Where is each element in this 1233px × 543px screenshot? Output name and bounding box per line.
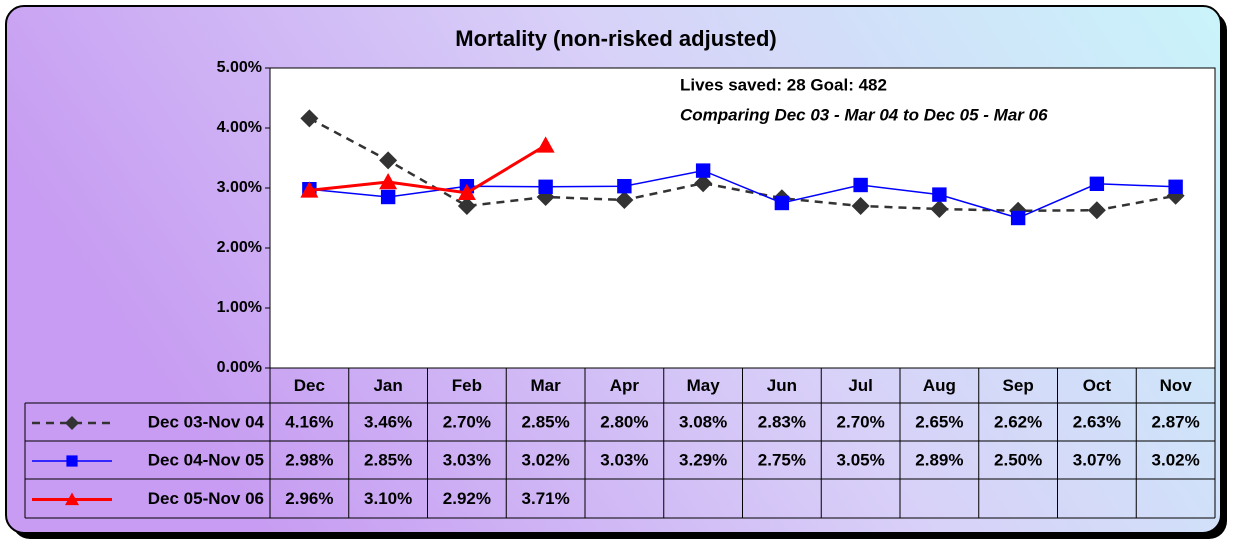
marker xyxy=(379,173,398,190)
x-tick-label: May xyxy=(687,376,721,395)
table-value: 2.98% xyxy=(285,450,333,469)
table-value: 3.29% xyxy=(679,450,727,469)
marker xyxy=(851,197,870,215)
table-value: 3.03% xyxy=(443,450,491,469)
annotation: Comparing Dec 03 - Mar 04 to Dec 05 - Ma… xyxy=(680,105,1048,124)
marker xyxy=(65,416,79,430)
table-value: 2.75% xyxy=(758,450,806,469)
table-value: 3.05% xyxy=(837,450,885,469)
table-value: 2.70% xyxy=(837,412,885,431)
marker xyxy=(853,177,868,193)
x-tick-label: Jun xyxy=(767,376,797,395)
marker xyxy=(695,163,711,178)
marker xyxy=(457,183,476,200)
marker xyxy=(380,189,396,205)
marker xyxy=(1010,210,1026,226)
marker xyxy=(538,179,553,194)
marker xyxy=(379,151,398,170)
x-tick-label: Jan xyxy=(373,376,402,395)
x-tick-label: Feb xyxy=(452,376,482,395)
table-value: 2.70% xyxy=(443,412,491,431)
marker xyxy=(930,200,949,218)
x-tick-label: Mar xyxy=(531,376,562,395)
marker xyxy=(1168,179,1183,194)
marker xyxy=(66,455,78,467)
table-value: 3.02% xyxy=(1152,450,1200,469)
y-tick-label: 5.00% xyxy=(217,59,262,76)
table-value: 3.71% xyxy=(522,489,570,508)
table-value: 2.62% xyxy=(994,412,1042,431)
x-tick-label: Oct xyxy=(1083,376,1112,395)
marker xyxy=(1089,176,1105,191)
marker xyxy=(300,181,319,198)
legend-label: Dec 05-Nov 06 xyxy=(148,489,264,508)
y-tick-label: 4.00% xyxy=(217,119,262,136)
chart-title: Mortality (non-risked adjusted) xyxy=(455,26,776,51)
table-value: 3.46% xyxy=(364,412,412,431)
table-value: 3.08% xyxy=(679,412,727,431)
table-value: 2.92% xyxy=(443,489,491,508)
marker xyxy=(694,174,713,193)
legend-label: Dec 04-Nov 05 xyxy=(148,450,264,469)
y-tick-label: 3.00% xyxy=(217,179,262,196)
table-value: 2.50% xyxy=(994,450,1042,469)
annotation: Lives saved: 28 Goal: 482 xyxy=(680,75,887,94)
marker xyxy=(774,195,790,211)
x-tick-label: Aug xyxy=(923,376,956,395)
table-value: 3.02% xyxy=(522,450,570,469)
table-value: 3.07% xyxy=(1073,450,1121,469)
marker xyxy=(300,109,319,128)
table-value: 2.63% xyxy=(1073,412,1121,431)
x-tick-label: Dec xyxy=(294,376,325,395)
marker xyxy=(615,191,634,209)
table-value: 4.16% xyxy=(285,412,333,431)
plot-area xyxy=(269,67,1216,369)
table-value: 3.03% xyxy=(600,450,648,469)
x-tick-label: Jul xyxy=(848,376,873,395)
x-tick-label: Sep xyxy=(1003,376,1034,395)
table-value: 2.87% xyxy=(1152,412,1200,431)
x-tick-label: Nov xyxy=(1160,376,1193,395)
x-tick-label: Apr xyxy=(610,376,640,395)
table-value: 2.80% xyxy=(600,412,648,431)
marker xyxy=(617,179,632,194)
marker xyxy=(932,187,947,202)
table-value: 2.83% xyxy=(758,412,806,431)
marker xyxy=(536,136,555,153)
marker xyxy=(457,197,476,215)
series-line xyxy=(308,117,1176,213)
y-tick-label: 0.00% xyxy=(217,359,262,376)
y-tick-label: 1.00% xyxy=(217,299,262,316)
marker xyxy=(1087,201,1106,220)
table-value: 3.10% xyxy=(364,489,412,508)
series-line xyxy=(309,144,547,195)
legend-label: Dec 03-Nov 04 xyxy=(148,412,265,431)
table-value: 2.85% xyxy=(522,412,570,431)
table-value: 2.85% xyxy=(364,450,412,469)
table-value: 2.96% xyxy=(285,489,333,508)
y-tick-label: 2.00% xyxy=(217,239,262,256)
series-line xyxy=(309,169,1176,219)
table-value: 2.89% xyxy=(915,450,963,469)
table-value: 2.65% xyxy=(915,412,963,431)
marker xyxy=(65,492,79,506)
